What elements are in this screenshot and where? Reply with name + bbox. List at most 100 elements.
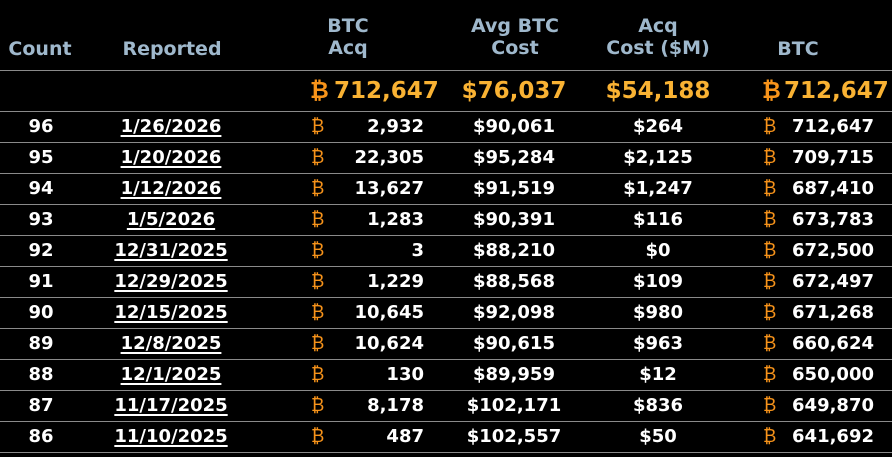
row-reported-link[interactable]: 1/26/2026 (120, 116, 222, 137)
row-btc-acq: 10,645 (354, 302, 424, 323)
row-btc-total: 673,783 (792, 209, 874, 230)
row-count: 93 (28, 209, 54, 230)
header-acq-cost[interactable]: Acq Cost ($M) (600, 15, 716, 59)
btc-symbol-icon: ₿ (311, 302, 325, 323)
row-count: 92 (28, 240, 54, 261)
table-row: 91 12/29/2025 ₿ 1,229 $88,568 $109 ₿ 672… (0, 267, 892, 298)
row-acq-cost: $12 (639, 364, 677, 385)
row-avg-btc-cost: $102,557 (466, 426, 562, 447)
row-btc-total: 687,410 (792, 178, 874, 199)
row-count: 86 (28, 426, 54, 447)
btc-symbol-icon: ₿ (311, 364, 325, 385)
totals-btc: 712,647 (784, 78, 889, 104)
row-reported-link[interactable]: 12/31/2025 (114, 240, 228, 261)
row-reported-link[interactable]: 12/29/2025 (114, 271, 228, 292)
table-row: 90 12/15/2025 ₿ 10,645 $92,098 $980 ₿ 67… (0, 298, 892, 329)
totals-acq-cost: $54,188 (605, 78, 711, 104)
row-reported-link[interactable]: 12/1/2025 (120, 364, 222, 385)
row-btc-total: 649,870 (792, 395, 874, 416)
table-row: 88 12/1/2025 ₿ 130 $89,959 $12 ₿ 650,000 (0, 360, 892, 391)
table-row: 89 12/8/2025 ₿ 10,624 $90,615 $963 ₿ 660… (0, 329, 892, 360)
header-reported[interactable]: Reported (122, 38, 222, 60)
row-reported-link[interactable]: 1/12/2026 (120, 178, 222, 199)
totals-btc-acq-symbol: ₿ (310, 78, 329, 104)
row-acq-cost: $836 (632, 395, 684, 416)
table-row: 87 11/17/2025 ₿ 8,178 $102,171 $836 ₿ 64… (0, 391, 892, 422)
btc-symbol-icon: ₿ (311, 116, 325, 137)
header-acq-cost-line2: Cost ($M) (606, 37, 710, 59)
row-btc-acq: 1,283 (367, 209, 424, 230)
row-btc-acq: 8,178 (367, 395, 424, 416)
btc-symbol-icon: ₿ (763, 209, 777, 230)
row-btc-total: 712,647 (792, 116, 874, 137)
table-row: 86 11/10/2025 ₿ 487 $102,557 $50 ₿ 641,6… (0, 422, 892, 453)
header-acq-cost-line1: Acq (638, 15, 678, 37)
row-reported-link[interactable]: 1/5/2026 (126, 209, 216, 230)
row-avg-btc-cost: $90,061 (473, 116, 555, 137)
row-btc-acq: 22,305 (354, 147, 424, 168)
row-reported-link[interactable]: 12/8/2025 (120, 333, 222, 354)
row-acq-cost: $109 (632, 271, 684, 292)
row-avg-btc-cost: $89,959 (473, 364, 555, 385)
row-acq-cost: $980 (632, 302, 684, 323)
btc-symbol-icon: ₿ (311, 395, 325, 416)
btc-symbol-icon: ₿ (311, 271, 325, 292)
row-count: 88 (28, 364, 54, 385)
row-reported-link[interactable]: 1/20/2026 (120, 147, 222, 168)
btc-symbol-icon: ₿ (311, 147, 325, 168)
btc-symbol-icon: ₿ (763, 395, 777, 416)
row-count: 94 (28, 178, 54, 199)
row-avg-btc-cost: $90,615 (473, 333, 555, 354)
row-reported-link[interactable]: 11/17/2025 (114, 395, 228, 416)
row-reported-link[interactable]: 11/10/2025 (114, 426, 228, 447)
btc-symbol-icon: ₿ (763, 364, 777, 385)
row-btc-acq: 130 (386, 364, 424, 385)
header-count[interactable]: Count (8, 38, 72, 60)
row-avg-btc-cost: $92,098 (473, 302, 555, 323)
row-avg-btc-cost: $95,284 (473, 147, 555, 168)
row-count: 95 (28, 147, 54, 168)
row-btc-total: 709,715 (792, 147, 874, 168)
row-btc-acq: 13,627 (354, 178, 424, 199)
row-btc-acq: 487 (386, 426, 424, 447)
row-btc-total: 660,624 (792, 333, 874, 354)
row-btc-acq: 10,624 (354, 333, 424, 354)
row-btc-total: 650,000 (792, 364, 874, 385)
header-avg-btc-cost[interactable]: Avg BTC Cost (462, 15, 568, 59)
row-btc-acq: 1,229 (367, 271, 424, 292)
row-count: 91 (28, 271, 54, 292)
table-body: 96 1/26/2026 ₿ 2,932 $90,061 $264 ₿ 712,… (0, 112, 892, 453)
totals-btc-acq: 712,647 (334, 78, 439, 104)
table-row: 93 1/5/2026 ₿ 1,283 $90,391 $116 ₿ 673,7… (0, 205, 892, 236)
row-btc-total: 671,268 (792, 302, 874, 323)
row-count: 90 (28, 302, 54, 323)
totals-row: ₿ 712,647 $76,037 $54,188 ₿ 712,647 (0, 71, 892, 112)
btc-symbol-icon: ₿ (763, 426, 777, 447)
row-acq-cost: $2,125 (623, 147, 693, 168)
row-reported-link[interactable]: 12/15/2025 (114, 302, 228, 323)
btc-symbol-icon: ₿ (311, 333, 325, 354)
header-btc-acq-line2: Acq (328, 37, 368, 59)
header-btc[interactable]: BTC (777, 38, 819, 60)
btc-symbol-icon: ₿ (763, 116, 777, 137)
row-avg-btc-cost: $88,210 (473, 240, 555, 261)
btc-symbol-icon: ₿ (763, 302, 777, 323)
totals-btc-symbol: ₿ (762, 78, 781, 104)
header-avg-btc-cost-line2: Cost (491, 37, 539, 59)
table-row: 95 1/20/2026 ₿ 22,305 $95,284 $2,125 ₿ 7… (0, 143, 892, 174)
header-btc-acq[interactable]: BTC Acq (318, 15, 378, 59)
row-acq-cost: $1,247 (623, 178, 693, 199)
table-row: 94 1/12/2026 ₿ 13,627 $91,519 $1,247 ₿ 6… (0, 174, 892, 205)
header-btc-acq-line1: BTC (327, 15, 369, 37)
row-btc-total: 672,500 (792, 240, 874, 261)
row-btc-total: 672,497 (792, 271, 874, 292)
table-header: Count Reported BTC Acq Avg BTC Cost Acq … (0, 0, 892, 71)
row-btc-acq: 3 (411, 240, 424, 261)
btc-symbol-icon: ₿ (311, 426, 325, 447)
header-avg-btc-cost-line1: Avg BTC (470, 15, 559, 37)
row-btc-total: 641,692 (792, 426, 874, 447)
row-avg-btc-cost: $88,568 (473, 271, 555, 292)
row-acq-cost: $50 (639, 426, 677, 447)
row-avg-btc-cost: $102,171 (466, 395, 562, 416)
